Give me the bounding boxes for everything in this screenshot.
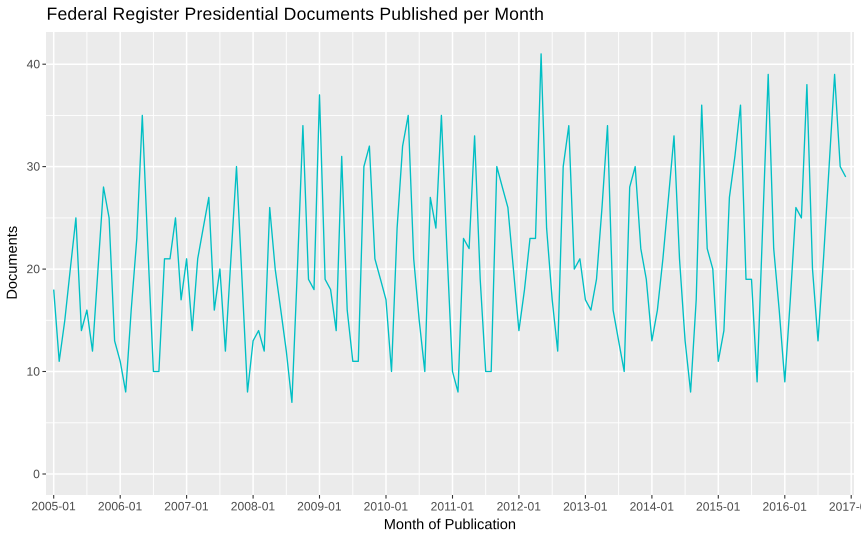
svg-text:2005-01: 2005-01 — [31, 499, 76, 513]
svg-text:2006-01: 2006-01 — [98, 499, 143, 513]
svg-text:2015-01: 2015-01 — [696, 500, 741, 514]
svg-text:2013-01: 2013-01 — [563, 500, 608, 514]
svg-text:2009-01: 2009-01 — [297, 499, 342, 513]
svg-text:40: 40 — [27, 57, 41, 71]
svg-text:2017-01: 2017-01 — [829, 500, 861, 514]
svg-text:20: 20 — [27, 262, 41, 276]
svg-text:2016-01: 2016-01 — [762, 500, 807, 514]
svg-text:2014-01: 2014-01 — [630, 500, 675, 514]
svg-text:2011-01: 2011-01 — [431, 500, 475, 514]
svg-text:2008-01: 2008-01 — [231, 499, 276, 513]
svg-text:2010-01: 2010-01 — [364, 499, 409, 513]
svg-text:Month of Publication: Month of Publication — [384, 517, 516, 533]
svg-text:10: 10 — [26, 365, 40, 379]
svg-text:Documents: Documents — [5, 226, 21, 300]
svg-text:2007-01: 2007-01 — [164, 499, 209, 513]
svg-text:2012-01: 2012-01 — [497, 500, 542, 514]
svg-text:0: 0 — [33, 467, 40, 481]
svg-text:30: 30 — [27, 160, 41, 174]
svg-text:Federal Register Presidential: Federal Register Presidential Documents … — [47, 4, 545, 24]
